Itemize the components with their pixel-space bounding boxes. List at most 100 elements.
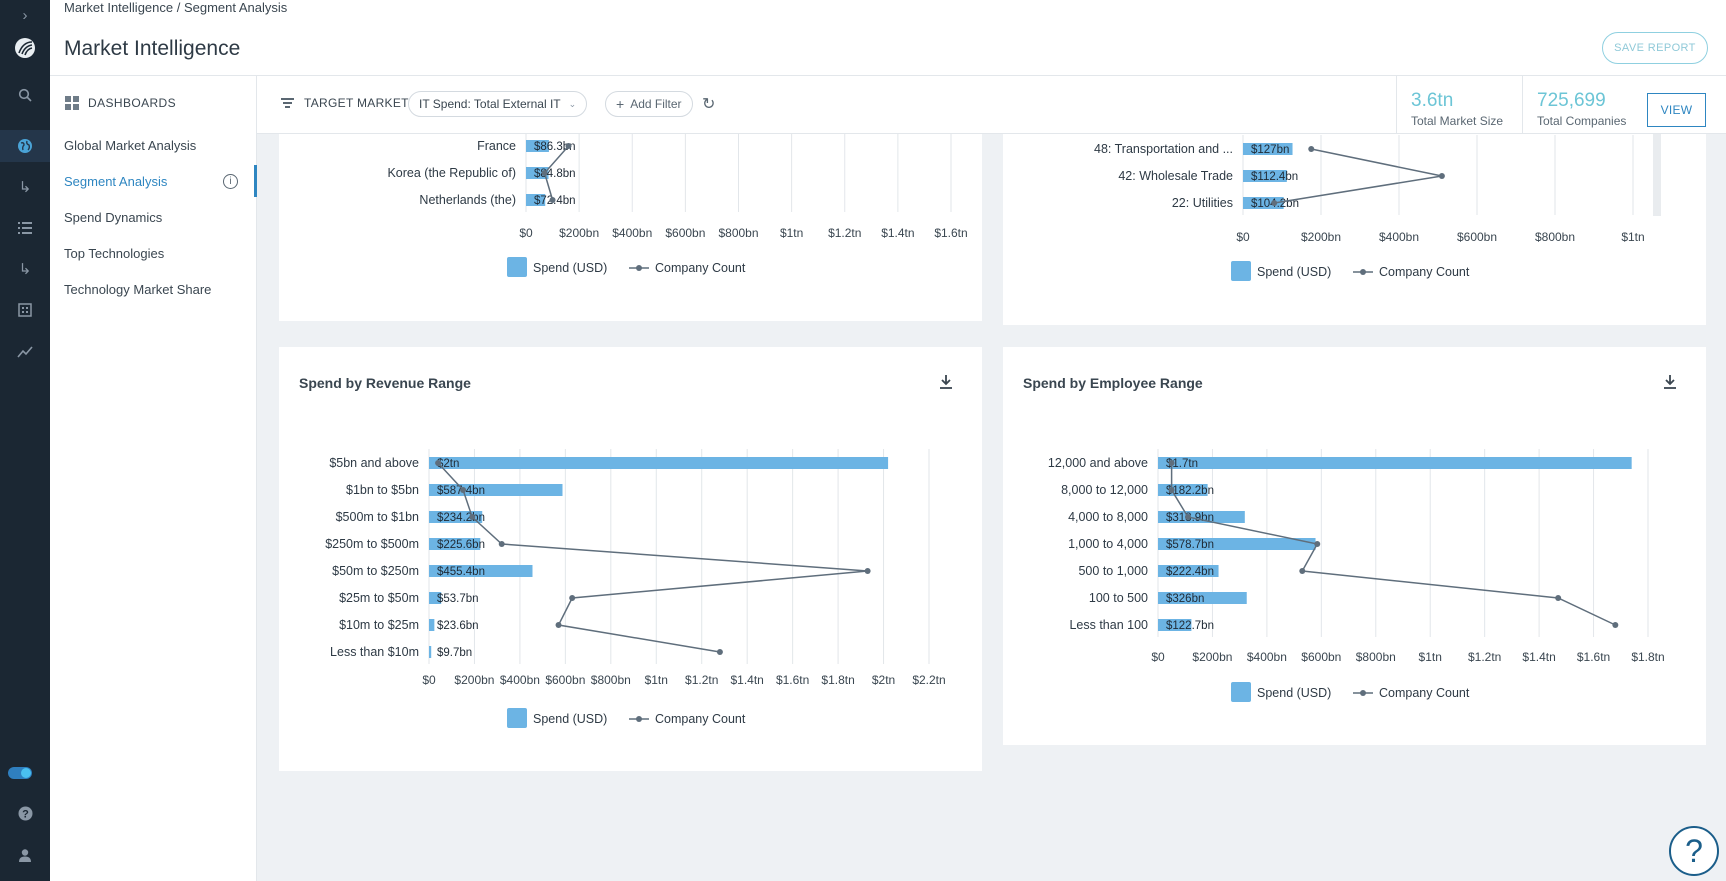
company-count-point <box>1308 146 1315 152</box>
bar-data-label: $182.2bn <box>1166 485 1214 497</box>
x-tick-label: $1tn <box>1621 230 1644 244</box>
filter-bar: TARGET MARKET IT Spend: Total External I… <box>257 76 1726 134</box>
x-tick-label: $800bn <box>1535 230 1575 244</box>
revenue-range-chart: $0 $200bn $400bn $600bn $800bn $1tn $1.2tn $1.4… <box>325 449 946 728</box>
x-tick-label: $800bn <box>1356 650 1396 664</box>
company-count-point <box>1299 568 1306 574</box>
search-icon[interactable] <box>0 80 50 110</box>
card-title: Spend by Revenue Range <box>299 375 471 391</box>
x-tick-label: $200bn <box>454 673 494 687</box>
dashboard-grid-icon <box>65 96 79 110</box>
x-tick-label: $0 <box>1236 230 1250 244</box>
x-tick-label: $400bn <box>1379 230 1419 244</box>
legend-spend-swatch <box>507 257 527 277</box>
legend-count-point <box>636 265 642 271</box>
company-count-line <box>1274 148 1443 204</box>
x-tick-label: $1tn <box>645 673 668 687</box>
breadcrumb[interactable]: Market Intelligence / Segment Analysis <box>64 0 288 15</box>
company-count-point <box>541 170 548 176</box>
bar-data-label: $122.7bn <box>1166 620 1214 632</box>
legend-spend-label: Spend (USD) <box>533 261 607 275</box>
spend-bar <box>1158 538 1316 550</box>
bar-data-label: $578.7bn <box>1166 539 1214 551</box>
building-icon[interactable] <box>0 295 50 325</box>
company-count-point <box>716 649 723 655</box>
company-count-point <box>1438 173 1445 179</box>
globe-icon[interactable] <box>0 130 50 162</box>
reset-filters-icon[interactable]: ↻ <box>702 96 716 113</box>
legend-spend-swatch <box>507 708 527 728</box>
bar-data-label: $112.4bn <box>1251 171 1298 183</box>
x-tick-label: $1.2tn <box>685 673 718 687</box>
it-spend-filter-chip[interactable]: IT Spend: Total External IT ⌄ <box>408 91 588 117</box>
spend-bar <box>1158 484 1208 496</box>
legend-count-point <box>636 716 642 722</box>
x-tick-label: $1.6tn <box>776 673 809 687</box>
x-tick-label: $1tn <box>780 226 803 240</box>
sidebar-item-technology-market-share[interactable]: Technology Market Share <box>64 281 212 297</box>
arrow-turn-icon[interactable]: ↳ <box>18 179 32 196</box>
category-label: Korea (the Republic of) <box>387 166 516 180</box>
bar-data-label: $53.7bn <box>437 593 479 605</box>
company-count-line <box>437 462 868 653</box>
spend-bar <box>429 457 889 469</box>
x-tick-label: $1.8tn <box>1631 650 1664 664</box>
page-header: Market Intelligence / Segment Analysis M… <box>50 0 1726 76</box>
spend-bar <box>429 619 435 631</box>
legend-count-point <box>1360 690 1366 696</box>
category-label: 48: Transportation and ... <box>1094 142 1233 156</box>
bar-data-label: $326bn <box>1166 593 1204 605</box>
spend-bar <box>526 140 549 152</box>
bar-data-label: $9.7bn <box>437 647 472 659</box>
info-icon[interactable]: i <box>223 173 238 189</box>
revenue-range-card: Spend by Revenue Range $0 $200bn $400bn $60… <box>279 347 982 771</box>
x-tick-label: $0 <box>422 673 436 687</box>
bar-data-label: $225.6bn <box>437 539 485 551</box>
spend-bar <box>429 646 432 658</box>
trend-icon[interactable] <box>0 337 50 367</box>
theme-toggle[interactable] <box>8 767 32 779</box>
expand-chevron-icon[interactable]: › <box>22 6 28 24</box>
download-icon[interactable] <box>940 375 952 389</box>
x-tick-label: $1.4tn <box>730 673 763 687</box>
company-count-point <box>1168 460 1175 466</box>
bar-data-label: $455.4bn <box>437 566 485 578</box>
icon-rail: › ↳ ↳ ? <box>0 0 50 881</box>
arrow-turn-icon[interactable]: ↳ <box>18 261 32 278</box>
x-tick-label: $1.8tn <box>821 673 854 687</box>
company-count-point <box>469 514 476 520</box>
list-icon[interactable] <box>0 213 50 243</box>
company-count-point <box>565 143 572 149</box>
spend-bar <box>429 538 481 550</box>
category-label: 42: Wholesale Trade <box>1118 169 1233 183</box>
bar-data-label: $127bn <box>1251 144 1289 156</box>
download-icon[interactable] <box>1664 375 1676 389</box>
sidebar-item-spend-dynamics[interactable]: Spend Dynamics <box>64 209 163 225</box>
help-button[interactable]: ? <box>1669 826 1719 876</box>
company-count-point <box>549 197 556 203</box>
sidebar-item-top-technologies[interactable]: Top Technologies <box>64 245 165 261</box>
app-logo-icon[interactable] <box>0 32 50 64</box>
user-icon[interactable] <box>0 840 50 870</box>
spend-bar <box>1243 143 1293 155</box>
x-tick-label: $1.4tn <box>1522 650 1555 664</box>
category-label: $1bn to $5bn <box>346 483 419 497</box>
view-button[interactable]: VIEW <box>1647 93 1706 127</box>
help-icon[interactable]: ? <box>0 798 50 828</box>
bar-data-label: $23.6bn <box>437 620 479 632</box>
add-filter-button[interactable]: + Add Filter <box>605 91 693 117</box>
category-label: $25m to $50m <box>339 591 419 605</box>
category-label: 8,000 to 12,000 <box>1061 483 1148 497</box>
category-label: $5bn and above <box>329 456 419 470</box>
company-count-point <box>1184 514 1191 520</box>
save-report-button[interactable]: SAVE REPORT <box>1602 32 1708 64</box>
x-tick-label: $600bn <box>545 673 585 687</box>
scrollbar[interactable] <box>1653 134 1661 216</box>
company-count-point <box>460 487 467 493</box>
svg-text:?: ? <box>22 808 29 820</box>
sidebar-item-global-market-analysis[interactable]: Global Market Analysis <box>64 137 197 153</box>
category-label: Less than 100 <box>1069 618 1148 632</box>
category-label: $500m to $1bn <box>336 510 419 524</box>
sidebar-item-segment-analysis[interactable]: Segment Analysis i <box>50 165 257 197</box>
company-count-point <box>1271 200 1278 206</box>
